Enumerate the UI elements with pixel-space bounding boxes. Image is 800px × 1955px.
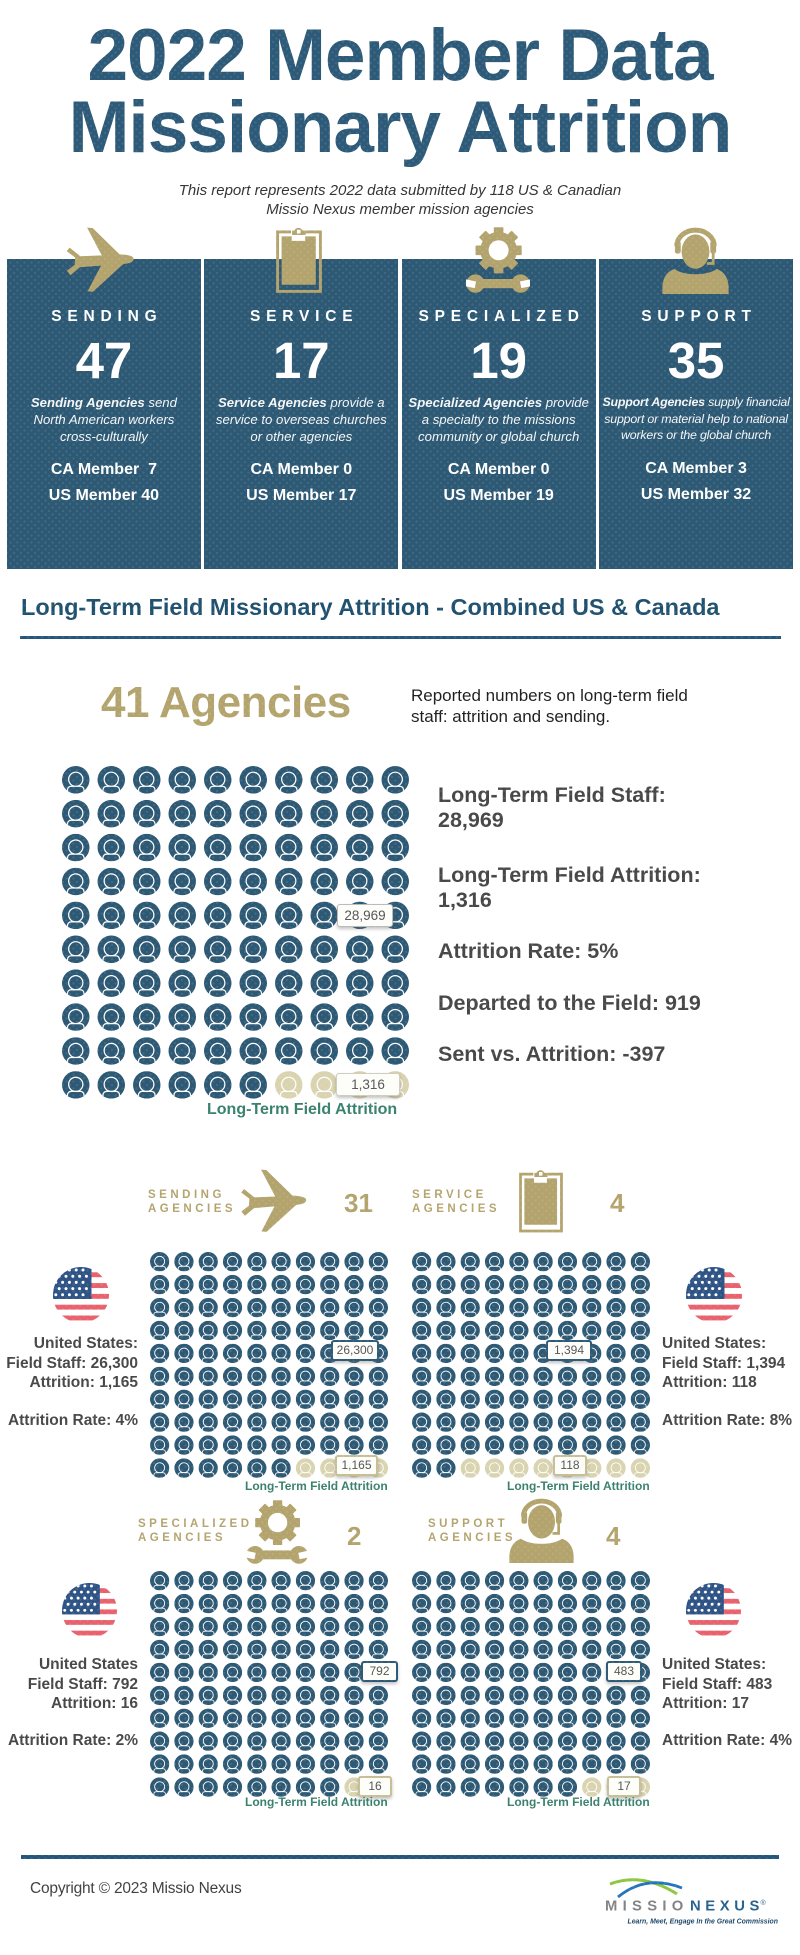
svg-text:Learn, Meet, Engage In the Gre: Learn, Meet, Engage In the Great Commiss… xyxy=(628,1919,778,1926)
svg-text:MISSIO: MISSIO xyxy=(605,1899,689,1915)
svg-text:NEXUS: NEXUS xyxy=(690,1899,764,1915)
svg-text:®: ® xyxy=(761,1899,767,1907)
